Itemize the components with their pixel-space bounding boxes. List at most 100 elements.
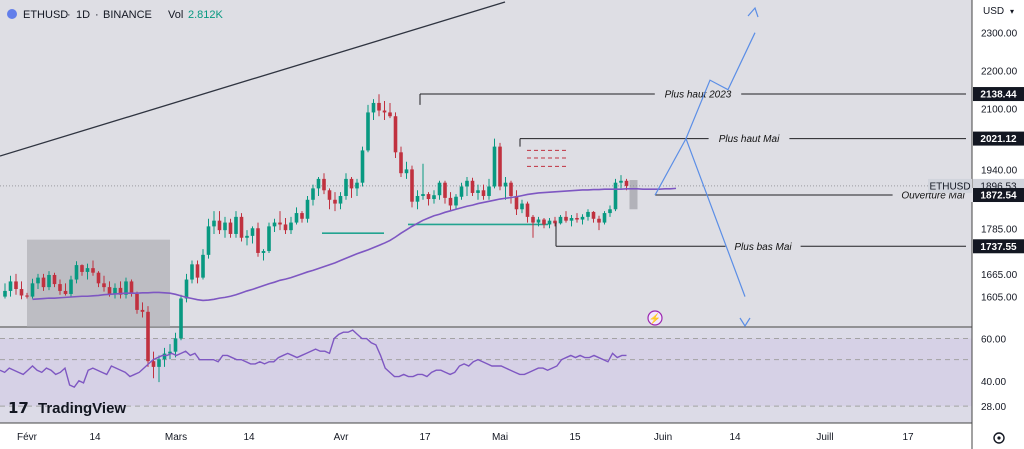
- candle: [250, 228, 255, 236]
- candle: [393, 116, 398, 153]
- eth-icon: [7, 9, 17, 19]
- candle: [349, 178, 354, 189]
- candle: [421, 194, 425, 196]
- time-axis: [0, 423, 972, 449]
- candle: [256, 228, 260, 253]
- candle: [404, 169, 409, 174]
- candle: [305, 199, 310, 219]
- time-tick-label: 17: [902, 432, 914, 443]
- price-tag-bg-0: [973, 87, 1024, 102]
- projection-down-arrowhead: [739, 317, 751, 328]
- time-tick-label: Juill: [816, 432, 833, 443]
- level-label-bg-0: [654, 87, 742, 102]
- candle: [283, 224, 288, 231]
- candle: [234, 216, 238, 234]
- candle: [3, 290, 7, 297]
- candle: [558, 216, 563, 224]
- price-tick-label: 1940.00: [981, 165, 1018, 176]
- price-tag-bg-4: [973, 188, 1024, 203]
- candle: [129, 281, 134, 294]
- candle: [80, 265, 84, 272]
- rsi-band: [0, 338, 972, 407]
- price-tag-bg-2: [928, 178, 972, 193]
- candle: [487, 186, 491, 196]
- candle: [107, 287, 112, 294]
- price-axis: [972, 0, 1024, 449]
- candle: [377, 102, 381, 111]
- price-tick-label: 1785.00: [981, 224, 1018, 235]
- level-label-3: Plus bas Mai: [734, 242, 792, 253]
- candle: [327, 190, 332, 200]
- rsi-tick-label: 28.00: [981, 402, 1006, 413]
- price-tag-bg-5: [973, 239, 1024, 254]
- currency-chevron-icon: ▾: [1010, 7, 1014, 16]
- candle: [316, 178, 321, 189]
- candle: [212, 220, 216, 227]
- header-dot-2: ·: [95, 9, 99, 21]
- candle: [459, 186, 464, 197]
- price-tick-label: 2300.00: [981, 29, 1018, 40]
- candle: [371, 102, 376, 113]
- candle: [525, 203, 530, 217]
- candle: [311, 188, 315, 200]
- tradingview-logo-icon: 𝟭𝟳: [8, 400, 29, 417]
- candle: [542, 219, 546, 225]
- candle: [294, 213, 299, 223]
- candle: [426, 194, 431, 200]
- volume-label: Vol: [168, 9, 183, 21]
- event-icon: [647, 310, 663, 326]
- price-tag-bg-1: [973, 131, 1024, 146]
- candle: [47, 274, 51, 288]
- price-tick-label: 1605.00: [981, 293, 1018, 304]
- time-tick-label: Avr: [334, 432, 349, 443]
- time-tick-label: Févr: [17, 432, 38, 443]
- candle: [69, 279, 73, 294]
- candle: [217, 220, 222, 231]
- time-tick-label: 17: [419, 432, 431, 443]
- level-label-bg-1: [708, 131, 790, 146]
- candle: [575, 218, 579, 220]
- candle: [102, 283, 106, 288]
- candle: [498, 146, 502, 187]
- candle: [113, 287, 117, 294]
- candle: [608, 209, 612, 214]
- candle: [360, 150, 365, 183]
- candle: [432, 195, 436, 200]
- candle: [470, 180, 475, 193]
- candle: [239, 216, 244, 238]
- price-tag-0: 2138.44: [980, 90, 1017, 101]
- candle: [591, 211, 596, 219]
- candle: [366, 112, 370, 151]
- candle: [492, 146, 497, 187]
- candle: [162, 353, 167, 360]
- candle: [140, 309, 145, 312]
- candle: [245, 235, 249, 238]
- price-tick-label: 2100.00: [981, 105, 1018, 116]
- candle: [448, 197, 453, 206]
- candle: [19, 289, 24, 296]
- time-tick-label: Mars: [165, 432, 187, 443]
- settings-gear-icon[interactable]: [993, 432, 1005, 444]
- candle: [553, 220, 557, 224]
- candle: [124, 281, 128, 295]
- projection-up: [685, 32, 756, 139]
- projection-up-arrowhead: [747, 6, 759, 18]
- currency-label: USD: [983, 6, 1004, 17]
- candle: [179, 298, 183, 339]
- candle: [30, 283, 35, 297]
- candle: [355, 182, 359, 189]
- settings-gear-center: [997, 436, 1001, 440]
- rsi-tick-label: 40.00: [981, 377, 1006, 388]
- candle: [503, 182, 508, 187]
- last-candles-box: [629, 180, 638, 210]
- candle: [36, 277, 40, 284]
- candle: [509, 182, 513, 196]
- price-tag-1: 2021.12: [980, 134, 1017, 145]
- candle: [454, 196, 458, 206]
- candle: [531, 216, 535, 223]
- exchange-label: BINANCE: [103, 9, 152, 21]
- time-tick-label: 14: [243, 432, 255, 443]
- price-tag-3: 1896.53: [980, 181, 1017, 192]
- candle: [481, 190, 486, 196]
